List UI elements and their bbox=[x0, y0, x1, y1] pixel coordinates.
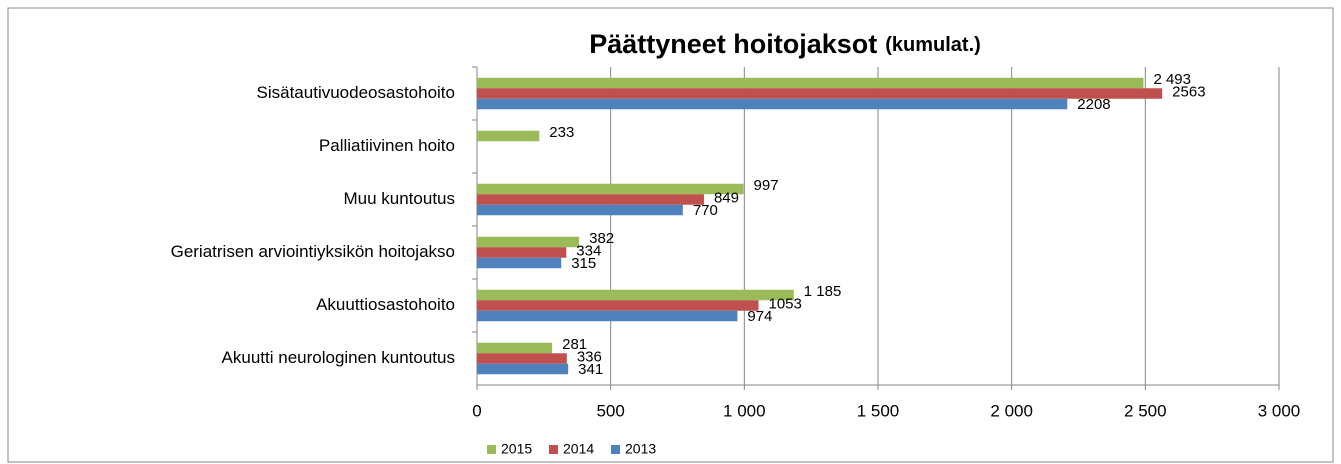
value-label: 974 bbox=[747, 308, 772, 325]
y-tick-label: Akuutti neurologinen kuntoutus bbox=[222, 348, 455, 367]
bar bbox=[477, 300, 759, 311]
y-tick-label: Akuuttiosastohoito bbox=[316, 295, 455, 314]
x-tick-label: 0 bbox=[472, 401, 481, 420]
bar bbox=[477, 194, 704, 205]
x-tick-label: 1 500 bbox=[857, 401, 900, 420]
x-tick-label: 500 bbox=[596, 401, 624, 420]
value-label: 2 493 bbox=[1153, 71, 1191, 88]
legend-label: 2014 bbox=[563, 441, 594, 457]
value-label: 770 bbox=[693, 202, 718, 219]
value-label: 341 bbox=[578, 361, 603, 378]
value-label: 1053 bbox=[769, 295, 802, 312]
legend-label: 2013 bbox=[625, 441, 656, 457]
x-tick-label: 2 000 bbox=[990, 401, 1033, 420]
bar bbox=[477, 130, 540, 142]
value-label: 336 bbox=[577, 348, 602, 365]
bar bbox=[477, 98, 1068, 110]
chart-title-group: Päättyneet hoitojaksot (kumulat.) bbox=[589, 29, 981, 59]
y-tick-label: Geriatrisen arviointiyksikön hoitojakso bbox=[171, 242, 455, 261]
x-tick-label: 3 000 bbox=[1258, 401, 1301, 420]
y-tick-label: Muu kuntoutus bbox=[343, 189, 455, 208]
chart-frame bbox=[7, 7, 1334, 463]
y-tick-label: Sisätautivuodeosastohoito bbox=[257, 83, 455, 102]
value-label: 1 185 bbox=[804, 283, 842, 300]
x-tick-label: 2 500 bbox=[1124, 401, 1167, 420]
legend-swatch bbox=[487, 445, 496, 454]
value-label: 2563 bbox=[1172, 83, 1205, 100]
value-label: 2208 bbox=[1077, 96, 1110, 113]
bar bbox=[477, 236, 580, 248]
bar bbox=[477, 289, 794, 301]
bar bbox=[477, 77, 1144, 89]
y-tick-label: Palliatiivinen hoito bbox=[319, 136, 455, 155]
bar bbox=[477, 88, 1163, 99]
value-label: 315 bbox=[571, 255, 596, 272]
value-label: 997 bbox=[754, 177, 779, 194]
bar bbox=[477, 342, 553, 354]
x-tick-label: 1 000 bbox=[723, 401, 766, 420]
value-label: 281 bbox=[562, 336, 587, 353]
value-label: 233 bbox=[549, 124, 574, 141]
chart-subtitle: (kumulat.) bbox=[885, 34, 981, 56]
bar bbox=[477, 204, 683, 216]
bar bbox=[477, 183, 744, 195]
bar bbox=[477, 247, 567, 258]
legend-label: 2015 bbox=[501, 441, 532, 457]
legend-swatch bbox=[549, 445, 558, 454]
value-label: 334 bbox=[576, 242, 601, 259]
bar bbox=[477, 353, 567, 364]
bar bbox=[477, 310, 738, 322]
bar bbox=[477, 257, 562, 269]
legend-swatch bbox=[611, 445, 620, 454]
bar bbox=[477, 363, 569, 375]
value-label: 849 bbox=[714, 189, 739, 206]
value-label: 382 bbox=[589, 230, 614, 247]
chart-title: Päättyneet hoitojaksot bbox=[589, 29, 877, 59]
